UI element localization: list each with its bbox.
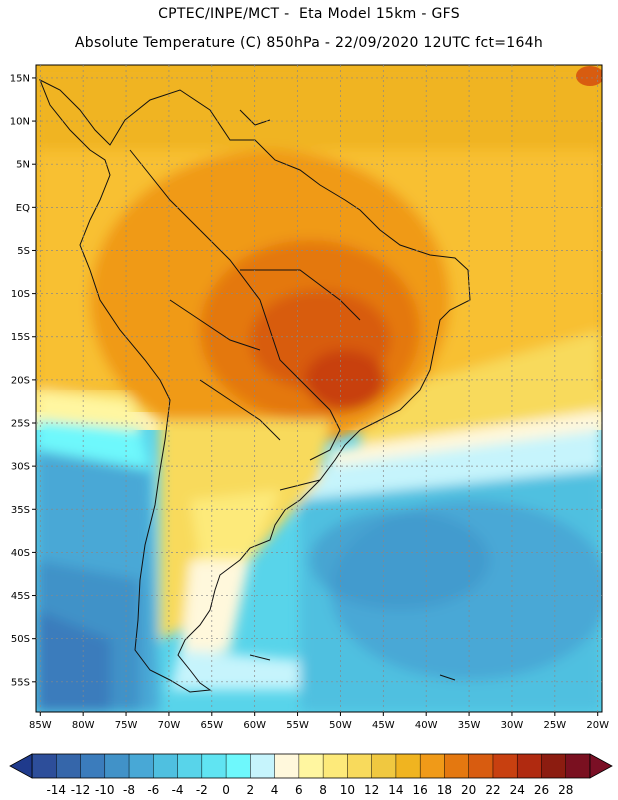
lon-tick-label: 40W [415, 720, 438, 731]
lon-tick-label: 60W [243, 720, 266, 731]
colorbar-tick-label: -10 [95, 783, 115, 797]
colorbar-tick-label: -4 [172, 783, 184, 797]
longitude-axis: 85W 80W 75W 70W 65W 60W 55W 50W 45W 40W 35W 30W 25W 2… [29, 712, 609, 731]
chart-title: CPTEC/INPE/MCT - Eta Model 15km - GFS [158, 6, 460, 22]
lon-tick-label: 75W [115, 720, 138, 731]
lat-tick-label: 5N [16, 160, 30, 171]
lat-tick-label: 10S [11, 289, 30, 300]
colorbar-swatch [201, 754, 227, 778]
colorbar-tick-label: 26 [534, 783, 549, 797]
colorbar-swatch [565, 754, 591, 778]
colorbar-high-arrow-icon [589, 753, 613, 779]
colorbar-tick-label: -6 [147, 783, 159, 797]
colorbar-tick-label: 14 [388, 783, 403, 797]
colorbar-low-arrow-icon [9, 753, 33, 779]
colorbar-tick-label: -2 [196, 783, 208, 797]
latitude-axis: 15N 10N 5N EQ 5S 10S 15S 20S 25S 30S 35S 40S 45S 50S 5… [10, 73, 36, 688]
hot-spot-ne [576, 66, 602, 86]
chart-subtitle: Absolute Temperature (C) 850hPa - 22/09/… [74, 35, 544, 51]
colorbar-tick-label: 22 [485, 783, 500, 797]
colorbar-swatch [347, 754, 373, 778]
colorbar-swatch [56, 754, 82, 778]
colorbar-swatch [468, 754, 494, 778]
colorbar-swatch [323, 754, 348, 778]
coastline [39, 78, 471, 693]
lat-tick-label: 35S [11, 505, 30, 516]
colorbar-tick-label: 28 [558, 783, 573, 797]
lon-tick-label: 65W [200, 720, 223, 731]
colorbar-swatch [226, 754, 251, 778]
lon-tick-label: 80W [72, 720, 95, 731]
colorbar-tick-label: 16 [413, 783, 428, 797]
lat-tick-label: 10N [10, 117, 30, 128]
colorbar [31, 753, 591, 779]
colorbar-swatch [177, 754, 203, 778]
colorbar-tick-label: 8 [319, 783, 327, 797]
colorbar-swatch [80, 754, 106, 778]
colorbar-swatch [129, 754, 154, 778]
colorbar-tick-label: 2 [247, 783, 255, 797]
lon-tick-label: 30W [501, 720, 524, 731]
colorbar-swatch [298, 754, 324, 778]
colorbar-tick-label: 24 [510, 783, 525, 797]
lon-tick-label: 50W [329, 720, 352, 731]
colorbar-tick-label: -14 [46, 783, 66, 797]
colorbar-tick-label: 10 [340, 783, 355, 797]
colorbar-tick-label: 18 [437, 783, 452, 797]
lon-tick-label: 55W [286, 720, 309, 731]
colorbar-swatch [32, 754, 57, 778]
lat-tick-label: 15N [10, 73, 30, 84]
colorbar-swatch [104, 754, 130, 778]
map-frame [35, 64, 603, 713]
colorbar-swatch [444, 754, 470, 778]
lat-tick-label: 40S [11, 548, 30, 559]
colorbar-tick-label: 4 [271, 783, 279, 797]
colorbar-tick-label: 0 [222, 783, 230, 797]
lon-tick-label: 70W [158, 720, 181, 731]
lat-tick-label: 45S [11, 591, 30, 602]
temperature-field [36, 65, 602, 712]
colorbar-swatch [420, 754, 445, 778]
colorbar-swatch [541, 754, 567, 778]
lat-tick-label: 5S [17, 246, 30, 257]
lat-tick-label: 25S [11, 419, 30, 430]
colorbar-labels: -14 -12 -10 -8 -6 -4 -2 0 2 4 6 8 10 12 14 16 18 20 22 24 26… [46, 783, 573, 797]
colorbar-tick-label: 20 [461, 783, 476, 797]
lat-tick-label: 15S [11, 332, 30, 343]
colorbar-tick-label: -12 [71, 783, 91, 797]
colorbar-swatch [371, 754, 397, 778]
lon-tick-label: 25W [544, 720, 567, 731]
colorbar-swatch [274, 754, 300, 778]
lat-tick-label: EQ [16, 203, 30, 214]
lon-tick-label: 45W [372, 720, 395, 731]
lat-tick-label: 20S [11, 375, 30, 386]
graticule [36, 65, 602, 712]
lat-tick-label: 50S [11, 634, 30, 645]
lon-tick-label: 35W [458, 720, 481, 731]
colorbar-swatch [517, 754, 542, 778]
colorbar-swatch [492, 754, 518, 778]
colorbar-swatch [395, 754, 421, 778]
colorbar-tick-label: -8 [123, 783, 135, 797]
lat-tick-label: 30S [11, 462, 30, 473]
lat-tick-label: 55S [11, 677, 30, 688]
lon-tick-label: 85W [29, 720, 52, 731]
colorbar-tick-label: 12 [364, 783, 379, 797]
colorbar-swatch [153, 754, 179, 778]
colorbar-swatch [250, 754, 276, 778]
colorbar-tick-label: 6 [295, 783, 303, 797]
lon-tick-label: 20W [586, 720, 609, 731]
